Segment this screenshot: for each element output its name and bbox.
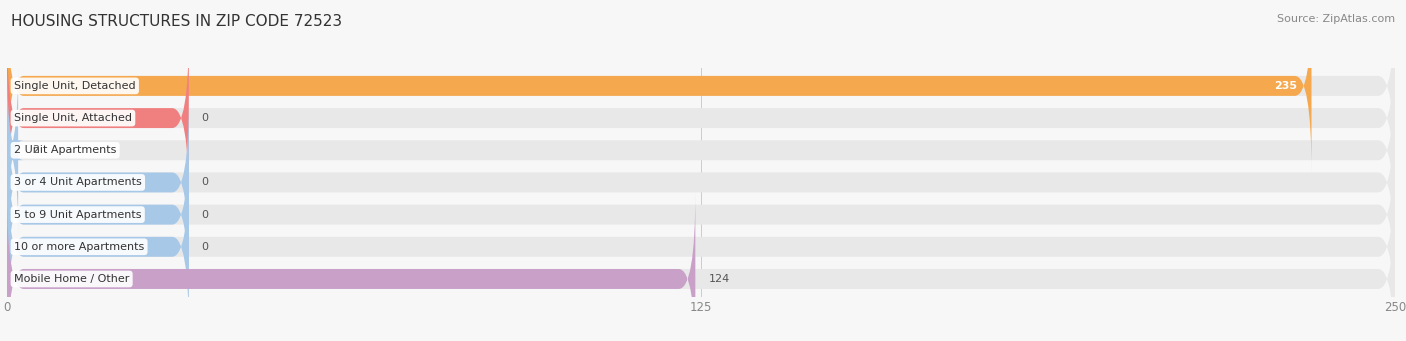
Text: 10 or more Apartments: 10 or more Apartments	[14, 242, 145, 252]
Text: 5 to 9 Unit Apartments: 5 to 9 Unit Apartments	[14, 210, 142, 220]
Text: 3 or 4 Unit Apartments: 3 or 4 Unit Apartments	[14, 177, 142, 188]
FancyBboxPatch shape	[7, 128, 1395, 301]
Text: 0: 0	[201, 177, 208, 188]
Text: 2: 2	[32, 145, 39, 155]
FancyBboxPatch shape	[7, 0, 1395, 173]
Text: 0: 0	[201, 113, 208, 123]
Text: HOUSING STRUCTURES IN ZIP CODE 72523: HOUSING STRUCTURES IN ZIP CODE 72523	[11, 14, 343, 29]
Text: 0: 0	[201, 242, 208, 252]
FancyBboxPatch shape	[7, 0, 1312, 173]
FancyBboxPatch shape	[7, 192, 696, 341]
FancyBboxPatch shape	[7, 160, 188, 333]
FancyBboxPatch shape	[7, 64, 1395, 237]
Text: Single Unit, Attached: Single Unit, Attached	[14, 113, 132, 123]
FancyBboxPatch shape	[7, 96, 188, 269]
FancyBboxPatch shape	[7, 128, 188, 301]
FancyBboxPatch shape	[7, 96, 1395, 269]
Text: Single Unit, Detached: Single Unit, Detached	[14, 81, 135, 91]
FancyBboxPatch shape	[7, 192, 1395, 341]
FancyBboxPatch shape	[7, 31, 188, 205]
FancyBboxPatch shape	[1, 64, 24, 237]
Text: 124: 124	[709, 274, 731, 284]
FancyBboxPatch shape	[7, 160, 1395, 333]
Text: 0: 0	[201, 210, 208, 220]
FancyBboxPatch shape	[7, 31, 1395, 205]
Text: 2 Unit Apartments: 2 Unit Apartments	[14, 145, 117, 155]
Text: Mobile Home / Other: Mobile Home / Other	[14, 274, 129, 284]
Text: 235: 235	[1275, 81, 1298, 91]
Text: Source: ZipAtlas.com: Source: ZipAtlas.com	[1277, 14, 1395, 24]
